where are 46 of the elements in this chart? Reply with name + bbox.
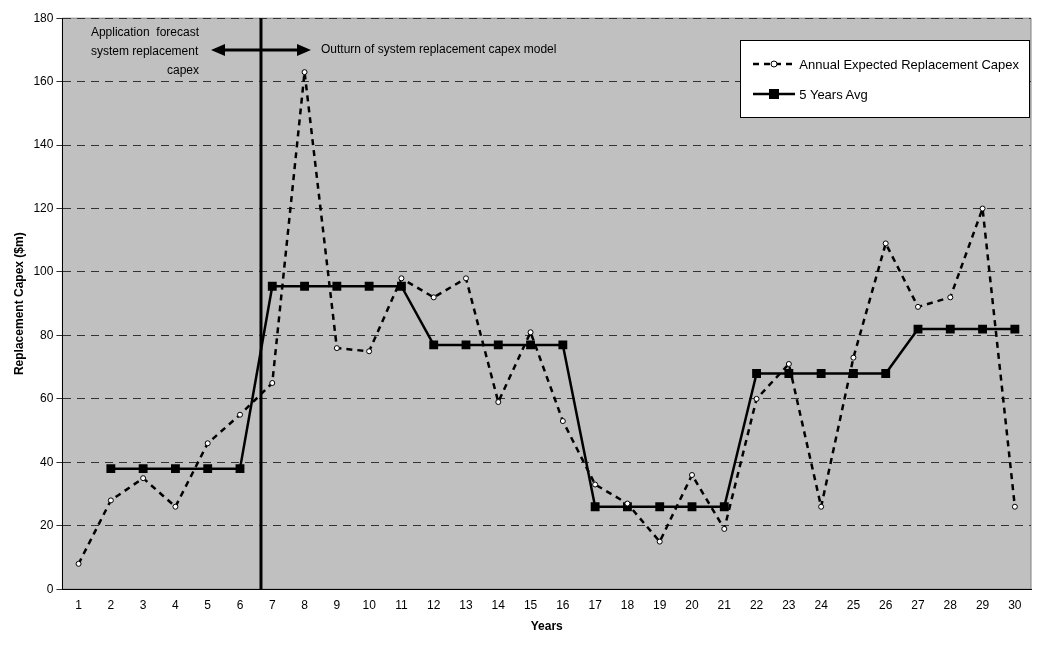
x-tick-label: 9: [333, 597, 341, 612]
x-tick-label: 2: [107, 597, 115, 612]
x-tick-label: 15: [523, 597, 538, 612]
x-axis-title: Years: [530, 619, 564, 634]
x-tick-label: 4: [172, 597, 180, 612]
x-tick-label: 25: [846, 597, 861, 612]
y-tick-label: 40: [40, 454, 54, 469]
x-tick-label: 19: [653, 597, 667, 612]
y-tick-label: 140: [33, 137, 54, 152]
annotation: Application forecast system replacement capex: [90, 25, 200, 78]
x-tick-label: 28: [943, 597, 958, 612]
y-tick-label: 160: [33, 73, 54, 88]
annotation: Outturn of system replacement capex model: [320, 42, 557, 57]
x-tick-label: 24: [814, 597, 829, 612]
x-tick-label: 27: [911, 597, 925, 612]
x-tick-label: 11: [395, 597, 408, 612]
y-axis-title: Replacement Capex ($m): [11, 232, 26, 376]
x-tick-label: 7: [268, 597, 276, 612]
x-tick-label: 29: [975, 597, 990, 612]
x-tick-label: 18: [620, 597, 635, 612]
x-tick-label: 23: [782, 597, 796, 612]
x-tick-label: 10: [362, 597, 377, 612]
x-tick-label: 22: [749, 597, 764, 612]
y-tick-label: 0: [46, 581, 54, 596]
x-tick-label: 14: [491, 597, 506, 612]
x-tick-label: 5: [204, 597, 212, 612]
y-tick-label: 120: [33, 200, 54, 215]
x-tick-label: 12: [427, 597, 441, 612]
x-tick-label: 6: [236, 597, 244, 612]
y-tick-label: 100: [33, 264, 54, 279]
x-tick-label: 30: [1008, 597, 1022, 612]
x-tick-label: 1: [75, 597, 83, 612]
x-tick-label: 17: [588, 597, 603, 612]
y-tick-label: 60: [40, 391, 54, 406]
x-tick-label: 8: [301, 597, 309, 612]
legend-label: Annual Expected Replacement Capex: [799, 56, 1019, 72]
legend-label: 5 Years Avg: [799, 86, 868, 102]
y-tick-label: 20: [40, 518, 54, 533]
x-tick-label: 21: [717, 597, 732, 612]
x-tick-label: 20: [685, 597, 699, 612]
x-tick-label: 26: [879, 597, 893, 612]
x-tick-label: 16: [556, 597, 570, 612]
x-tick-label: 3: [139, 597, 147, 612]
y-tick-label: 80: [40, 327, 54, 342]
y-tick-label: 180: [33, 10, 54, 25]
x-tick-label: 13: [459, 597, 473, 612]
